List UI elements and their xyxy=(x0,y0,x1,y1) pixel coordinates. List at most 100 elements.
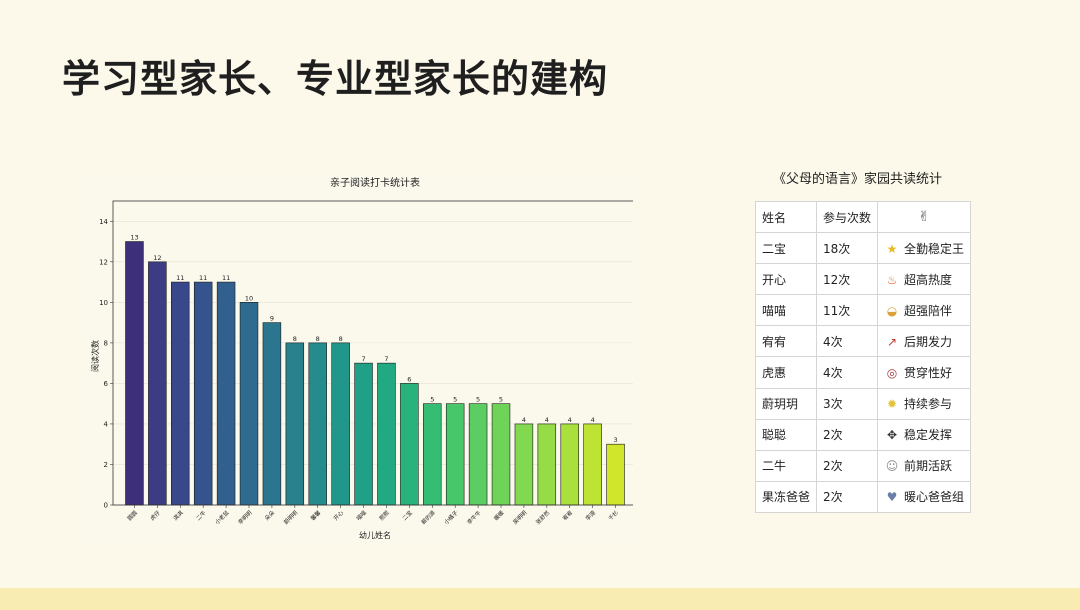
y-tick-label: 14 xyxy=(99,218,108,226)
y-tick-label: 0 xyxy=(104,502,108,510)
bar-value-label: 8 xyxy=(293,335,297,343)
badge-label: 前期活跃 xyxy=(904,459,953,474)
x-tick-label: 蔚明明 xyxy=(282,508,300,526)
y-tick-label: 12 xyxy=(99,258,108,266)
y-tick-label: 6 xyxy=(104,380,109,388)
badge-label: 超强陪伴 xyxy=(904,303,953,318)
bar-value-label: 4 xyxy=(545,416,549,424)
table-row: 喵喵 11次 ◒ 超强陪伴 xyxy=(754,294,972,327)
row-badge: ♨ 超高热度 xyxy=(877,263,972,296)
x-tick-label: 薪的源 xyxy=(419,508,437,526)
table-row: 聪聪 2次 ✥ 稳定发挥 xyxy=(754,418,972,451)
row-count: 11次 xyxy=(816,294,879,327)
bar-value-label: 11 xyxy=(176,274,184,282)
y-tick-label: 2 xyxy=(104,461,108,469)
bar-chart: 亲子阅读打卡统计表 幼儿姓名 阅读次数 13 圆圆 12 虎仔 11 淇淇 11 二牛 11 小老… xyxy=(90,176,633,540)
bar-value-label: 8 xyxy=(316,335,320,343)
chart-title: 亲子阅读打卡统计表 xyxy=(330,176,420,189)
bar xyxy=(216,281,236,506)
bar-value-label: 11 xyxy=(199,274,207,282)
bar xyxy=(262,322,282,506)
paw-icon: ✥ xyxy=(887,428,898,443)
row-count: 2次 xyxy=(816,418,879,451)
bar xyxy=(354,362,373,506)
x-tick-label: 李源 xyxy=(584,508,598,522)
bar-value-label: 11 xyxy=(222,274,230,282)
bar xyxy=(514,423,534,506)
x-tick-label: 宥宥 xyxy=(561,508,575,522)
row-count: 4次 xyxy=(816,325,879,358)
bar xyxy=(148,261,167,506)
x-tick-label: 馨馨 xyxy=(309,508,323,522)
table-row: 开心 12次 ♨ 超高热度 xyxy=(754,263,972,296)
bar-value-label: 4 xyxy=(591,416,595,424)
x-tick-label: 李牛牛 xyxy=(465,508,483,526)
bar-value-label: 4 xyxy=(522,416,526,424)
row-name: 二宝 xyxy=(754,232,818,265)
x-tick-label: 熙熙 xyxy=(378,509,391,522)
header-count: 参与次数 xyxy=(816,200,879,234)
sparkle-icon: ✹ xyxy=(887,397,898,412)
target-icon: ◎ xyxy=(886,366,898,381)
row-count: 4次 xyxy=(816,356,879,389)
bar xyxy=(537,423,557,506)
fire-icon: ♨ xyxy=(886,272,898,287)
bar xyxy=(445,403,465,506)
badge-label: 暖心爸爸组 xyxy=(904,490,965,505)
bar-value-label: 6 xyxy=(407,375,411,383)
header-name: 姓名 xyxy=(754,200,818,234)
badge-label: 后期发力 xyxy=(904,334,953,349)
handshake-icon: ◒ xyxy=(886,303,898,318)
bottom-band xyxy=(0,588,1080,610)
bar xyxy=(377,362,396,506)
table-row: 二宝 18次 ★ 全勤稳定王 xyxy=(754,232,972,265)
bar xyxy=(468,403,488,506)
bar xyxy=(560,423,579,506)
row-name: 宥宥 xyxy=(754,325,818,358)
bar-value-label: 10 xyxy=(245,294,253,302)
x-tick-label: 李明明 xyxy=(236,508,254,526)
x-tick-label: 张舒然 xyxy=(534,508,552,526)
bar-value-label: 8 xyxy=(339,335,343,343)
x-tick-label: 二牛 xyxy=(194,508,208,522)
bar-value-label: 12 xyxy=(153,254,161,262)
y-tick-label: 4 xyxy=(104,420,109,428)
bar xyxy=(308,342,327,506)
bar-value-label: 3 xyxy=(613,436,617,444)
table-row: 果冻爸爸 2次 ♥ 暖心爸爸组 xyxy=(754,480,972,513)
x-axis-label: 幼儿姓名 xyxy=(359,530,391,540)
row-badge: ✥ 稳定发挥 xyxy=(877,418,972,451)
victory-hand-icon: ✌ xyxy=(918,209,930,226)
row-count: 2次 xyxy=(816,449,879,482)
star-icon: ★ xyxy=(886,241,898,256)
bar-value-label: 13 xyxy=(130,234,138,242)
row-badge: ☺ 前期活跃 xyxy=(877,449,972,482)
plot-frame xyxy=(112,200,633,506)
row-name: 开心 xyxy=(754,263,818,296)
bar-value-label: 5 xyxy=(476,396,480,404)
row-badge: ♥ 暖心爸爸组 xyxy=(877,480,972,513)
x-tick-label: 圆圆 xyxy=(126,509,139,522)
row-badge: ↗ 后期发力 xyxy=(877,325,972,358)
table-row: 蔚玥玥 3次 ✹ 持续参与 xyxy=(754,387,972,420)
bar xyxy=(239,302,259,506)
x-tick-label: 开心 xyxy=(332,509,345,522)
bar xyxy=(171,281,190,506)
bar-value-label: 5 xyxy=(430,396,434,404)
x-tick-label: 朵朵 xyxy=(264,509,277,522)
reading-stats-table: 姓名 参与次数 ✌ 二宝 18次 ★ 全勤稳定王 开心 12次 ♨ 超高热度 喵喵 11次 ◒ 超强陪… xyxy=(754,200,972,513)
bar xyxy=(125,241,144,506)
row-count: 3次 xyxy=(816,387,879,420)
bar xyxy=(606,443,625,506)
badge-label: 稳定发挥 xyxy=(904,428,953,443)
table-title: 《父母的语言》家园共读统计 xyxy=(772,172,942,187)
bar xyxy=(400,383,419,506)
x-tick-label: 喵喵 xyxy=(355,509,368,522)
x-tick-label: 二宝 xyxy=(400,508,414,522)
bar xyxy=(491,403,511,506)
y-tick-label: 10 xyxy=(99,299,108,307)
x-tick-label: 虎仔 xyxy=(148,508,162,522)
bar xyxy=(193,281,213,506)
row-badge: ◒ 超强陪伴 xyxy=(877,294,972,327)
y-tick-label: 8 xyxy=(104,339,108,347)
